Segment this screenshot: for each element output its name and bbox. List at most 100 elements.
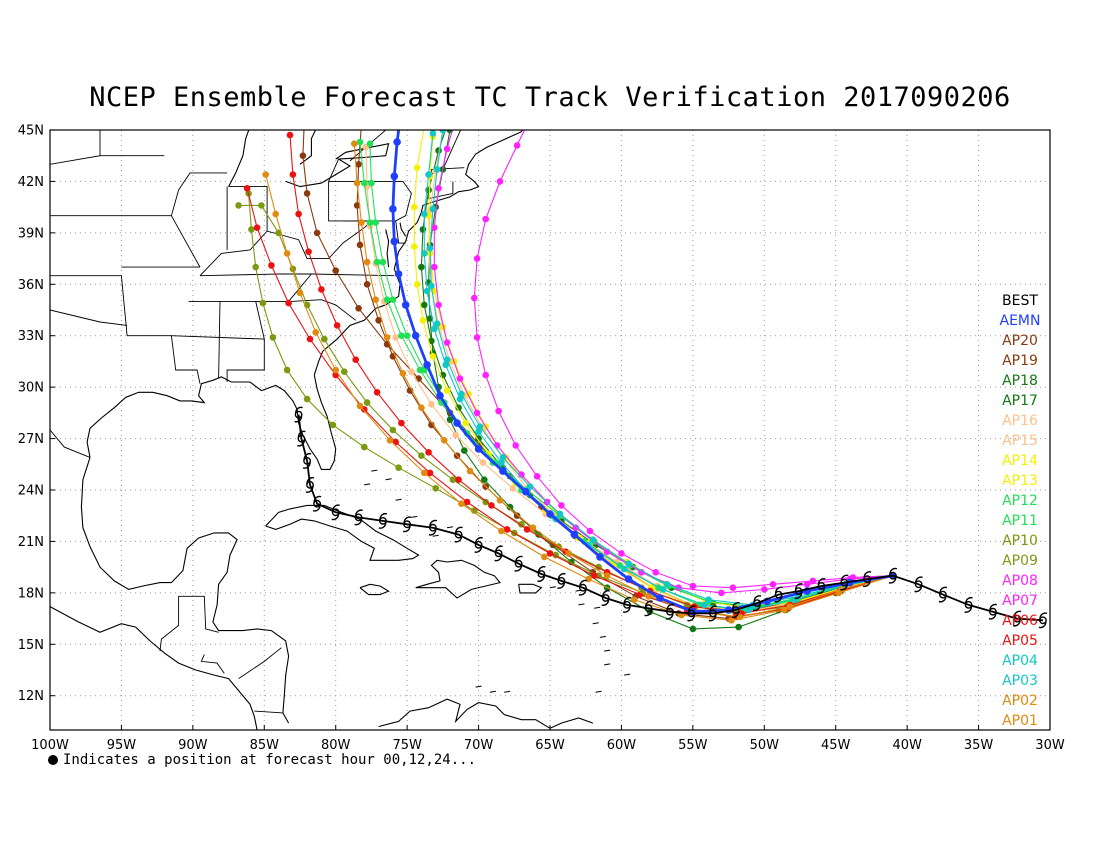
coastline-great-lakes <box>285 142 390 188</box>
hurricane-arm <box>578 588 587 596</box>
track-point <box>645 593 652 600</box>
hurricane-arm <box>354 509 363 517</box>
track-point <box>439 323 447 331</box>
track-point <box>252 263 259 271</box>
track-point <box>456 375 464 382</box>
track-point <box>689 582 697 590</box>
track-point <box>425 171 432 178</box>
hurricane-arm <box>623 596 632 604</box>
track-point <box>269 334 277 341</box>
track-ap19 <box>299 130 897 615</box>
track-ap16 <box>425 130 897 617</box>
track-point <box>373 258 381 266</box>
track-point <box>423 361 431 369</box>
track-point <box>372 296 380 304</box>
track-point <box>243 185 251 192</box>
track-point <box>525 118 532 125</box>
hurricane-eye <box>939 590 947 599</box>
track-point <box>358 122 365 129</box>
y-tick-label: 42N <box>18 175 44 190</box>
hurricane-arm <box>964 596 973 604</box>
hurricane-arm <box>840 574 849 582</box>
track-point <box>296 289 304 297</box>
island <box>604 663 611 666</box>
hurricane-arm <box>297 430 306 438</box>
track-point <box>366 140 374 147</box>
hurricane-arm <box>863 571 872 579</box>
hurricane-eye <box>964 601 973 609</box>
track-point <box>503 526 511 533</box>
hurricane-arm <box>732 602 740 610</box>
y-tick-label: 45N <box>18 124 44 139</box>
track-point <box>455 476 462 484</box>
track-point <box>426 469 434 477</box>
island <box>624 673 631 676</box>
track-point <box>353 202 361 209</box>
track-point <box>361 179 368 187</box>
y-tick-label: 18N <box>18 586 44 601</box>
hurricane-arm <box>644 609 653 617</box>
track-point <box>431 224 438 231</box>
island <box>371 469 378 472</box>
state-border <box>328 180 412 222</box>
track-point <box>526 483 534 490</box>
longitude-tick-labels: 100W 95W 90W 85W 80W 75W 70W 65W 60W 55W 50W 45W 40W… <box>31 725 1065 753</box>
track-point <box>268 262 275 269</box>
coastline-lake-huron <box>299 130 317 165</box>
state-border <box>50 275 128 336</box>
track-point <box>333 322 341 329</box>
track-point <box>419 226 427 233</box>
hurricane-eye <box>537 570 546 578</box>
x-tick-label: 90W <box>178 738 208 753</box>
hurricane-eye <box>294 410 303 419</box>
track-point <box>383 296 391 304</box>
track-point <box>418 404 425 412</box>
track-point <box>435 185 442 192</box>
track-point <box>769 581 777 588</box>
track-point <box>363 399 371 406</box>
track-point <box>496 497 504 504</box>
hurricane-arm <box>557 581 566 589</box>
track-point <box>413 164 421 171</box>
track-point <box>272 210 280 218</box>
track-point <box>509 485 517 492</box>
track-point <box>361 443 368 451</box>
track-point <box>421 301 428 309</box>
track-point <box>499 454 507 461</box>
track-point <box>393 138 401 146</box>
y-tick-label: 36N <box>18 278 44 293</box>
island <box>604 649 611 652</box>
hurricane-symbol-icon <box>1038 612 1048 629</box>
legend-entry-ap01: AP01 <box>1002 713 1038 729</box>
track-point <box>809 577 817 585</box>
track-point <box>389 205 397 213</box>
hurricane-arm <box>494 554 503 562</box>
track-point <box>429 130 437 137</box>
hurricane-arm <box>537 574 546 582</box>
hurricane-arm <box>964 605 973 613</box>
hurricane-symbol-icon <box>888 567 898 584</box>
legend-entry-ap17: AP17 <box>1002 393 1038 409</box>
track-point <box>303 190 311 197</box>
hurricane-arm <box>474 536 483 544</box>
coastline-lake-michigan <box>228 130 250 187</box>
track-point <box>689 625 697 633</box>
track-point <box>258 202 265 209</box>
hurricane-eye <box>354 513 363 522</box>
hurricane-eye <box>428 523 437 532</box>
track-point <box>572 524 579 531</box>
state-border <box>171 335 265 382</box>
track-point <box>498 527 505 535</box>
track-point <box>458 500 465 508</box>
track-point <box>443 339 451 346</box>
hurricane-arm <box>708 614 717 622</box>
track-point <box>441 437 448 444</box>
track-point <box>443 356 451 364</box>
hurricane-arm <box>302 461 311 469</box>
hurricane-arm <box>557 572 566 580</box>
track-point <box>481 476 488 484</box>
track-point <box>312 329 320 336</box>
track-point <box>392 438 400 446</box>
state-border <box>159 595 219 652</box>
track-ap14 <box>425 133 897 612</box>
